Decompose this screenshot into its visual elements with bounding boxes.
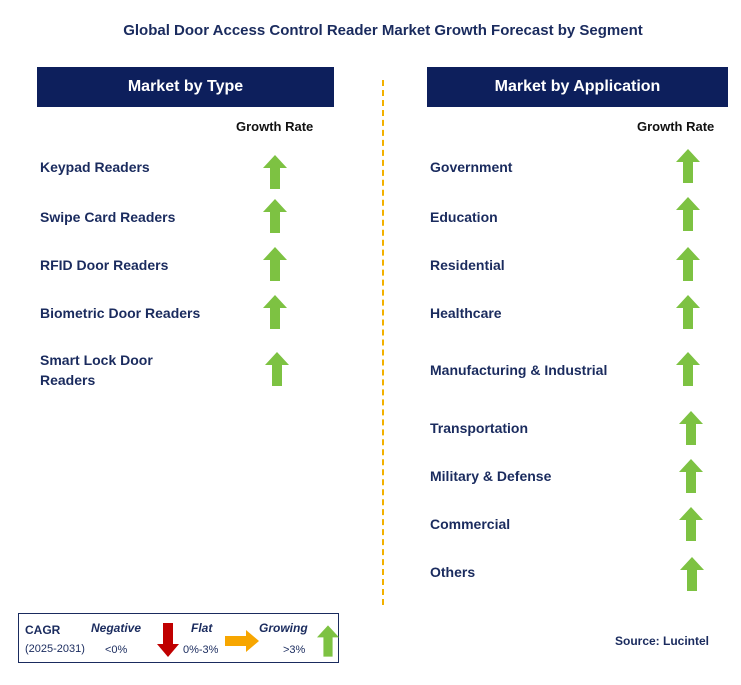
up-arrow-icon — [317, 625, 339, 657]
type-label-smart-lock: Smart Lock Door Readers — [40, 352, 153, 388]
up-arrow-icon — [676, 352, 700, 386]
type-label-keypad: Keypad Readers — [40, 159, 150, 175]
application-header: Market by Application — [427, 67, 728, 107]
chart-title: Global Door Access Control Reader Market… — [123, 22, 643, 39]
up-arrow-icon — [676, 247, 700, 281]
application-label-others: Others — [430, 564, 476, 580]
legend-flat-range: 0%-3% — [183, 644, 219, 656]
legend-cagr: CAGR — [25, 623, 61, 637]
application-label-residential: Residential — [430, 257, 505, 273]
legend-negative-range: <0% — [105, 644, 128, 656]
column-divider — [382, 80, 384, 605]
up-arrow-icon — [263, 247, 287, 281]
type-header: Market by Type — [37, 67, 334, 107]
application-label-manufacturing: Manufacturing & Industrial — [430, 362, 608, 378]
application-growth-rate-label: Growth Rate — [637, 119, 715, 134]
up-arrow-icon — [263, 295, 287, 329]
up-arrow-icon — [263, 155, 287, 189]
legend-negative-label: Negative — [91, 621, 142, 635]
up-arrow-icon — [676, 149, 700, 183]
application-label-healthcare: Healthcare — [430, 305, 502, 321]
type-label-biometric: Biometric Door Readers — [40, 305, 201, 321]
application-label-commercial: Commercial — [430, 516, 511, 532]
down-arrow-icon — [157, 623, 179, 657]
legend-period: (2025-2031) — [25, 643, 85, 655]
type-label-swipe-card: Swipe Card Readers — [40, 209, 176, 225]
legend-flat-label: Flat — [191, 621, 213, 635]
up-arrow-icon — [265, 352, 289, 386]
up-arrow-icon — [679, 459, 703, 493]
up-arrow-icon — [263, 199, 287, 233]
application-label-transportation: Transportation — [430, 420, 529, 436]
up-arrow-icon — [679, 411, 703, 445]
application-label-government: Government — [430, 159, 513, 175]
legend-growing-range: >3% — [283, 644, 306, 656]
right-arrow-icon — [225, 630, 259, 652]
legend-growing-label: Growing — [259, 621, 308, 635]
application-label-military: Military & Defense — [430, 468, 552, 484]
type-label-rfid: RFID Door Readers — [40, 257, 169, 273]
source-note: Source: Lucintel — [615, 634, 710, 648]
type-growth-rate-label: Growth Rate — [236, 119, 314, 134]
legend-box: CAGR (2025-2031) Negative <0% Flat 0%-3%… — [18, 613, 339, 663]
up-arrow-icon — [676, 197, 700, 231]
application-label-education: Education — [430, 209, 498, 225]
up-arrow-icon — [679, 507, 703, 541]
up-arrow-icon — [676, 295, 700, 329]
up-arrow-icon — [680, 557, 704, 591]
